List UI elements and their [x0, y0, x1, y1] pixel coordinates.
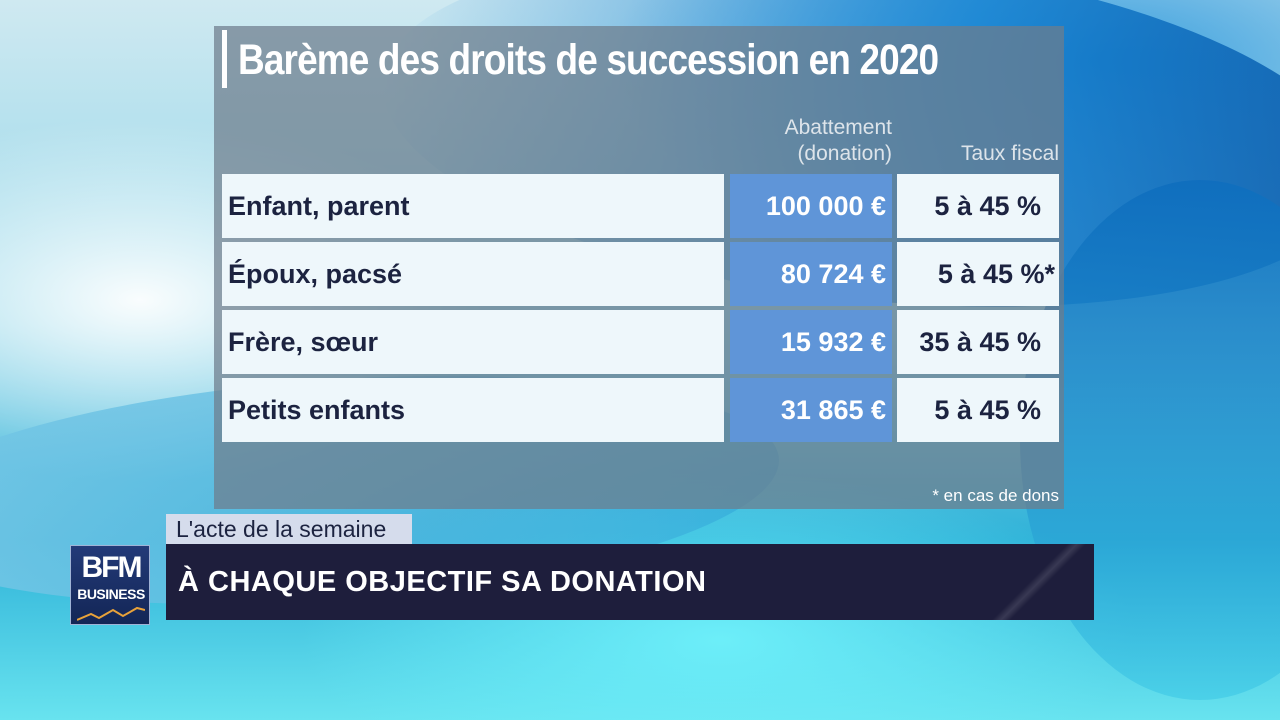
page-title: Barème des droits de succession en 2020	[238, 36, 939, 84]
table-row-amount: 100 000 €	[730, 174, 892, 238]
table-row-amount: 15 932 €	[730, 310, 892, 374]
column-header-abattement-line1: Abattement	[784, 116, 892, 139]
table-row-amount: 31 865 €	[730, 378, 892, 442]
table-row-rate: 5 à 45 %	[897, 378, 1059, 442]
column-header-taux: Taux fiscal	[960, 142, 1059, 165]
bfm-business-logo: BFM BUSINESS	[70, 545, 150, 625]
table-row-amount: 80 724 €	[730, 242, 892, 306]
logo-trend-line-icon	[77, 606, 145, 621]
headline-text: À CHAQUE OBJECTIF SA DONATION	[178, 566, 707, 598]
table-row-rate: 35 à 45 %	[897, 310, 1059, 374]
table-row-label: Époux, pacsé	[222, 242, 724, 306]
column-header-abattement: Abattement (donation)	[730, 115, 892, 167]
table-row-rate: 5 à 45 %	[897, 174, 1059, 238]
footnote: * en cas de dons	[932, 486, 1059, 505]
column-header-abattement-line2: (donation)	[797, 142, 892, 165]
logo-text-top: BFM	[81, 551, 143, 584]
headline-banner: À CHAQUE OBJECTIF SA DONATION	[166, 544, 1094, 620]
logo-text-bottom: BUSINESS	[77, 586, 145, 602]
banner-decoration	[984, 544, 1094, 620]
table-row-label: Petits enfants	[222, 378, 724, 442]
segment-tag: L'acte de la semaine	[166, 514, 412, 544]
table-row-rate: 5 à 45 %*	[897, 242, 1059, 306]
table-row-label: Frère, sœur	[222, 310, 724, 374]
table-row-label: Enfant, parent	[222, 174, 724, 238]
title-accent-bar	[222, 30, 227, 88]
